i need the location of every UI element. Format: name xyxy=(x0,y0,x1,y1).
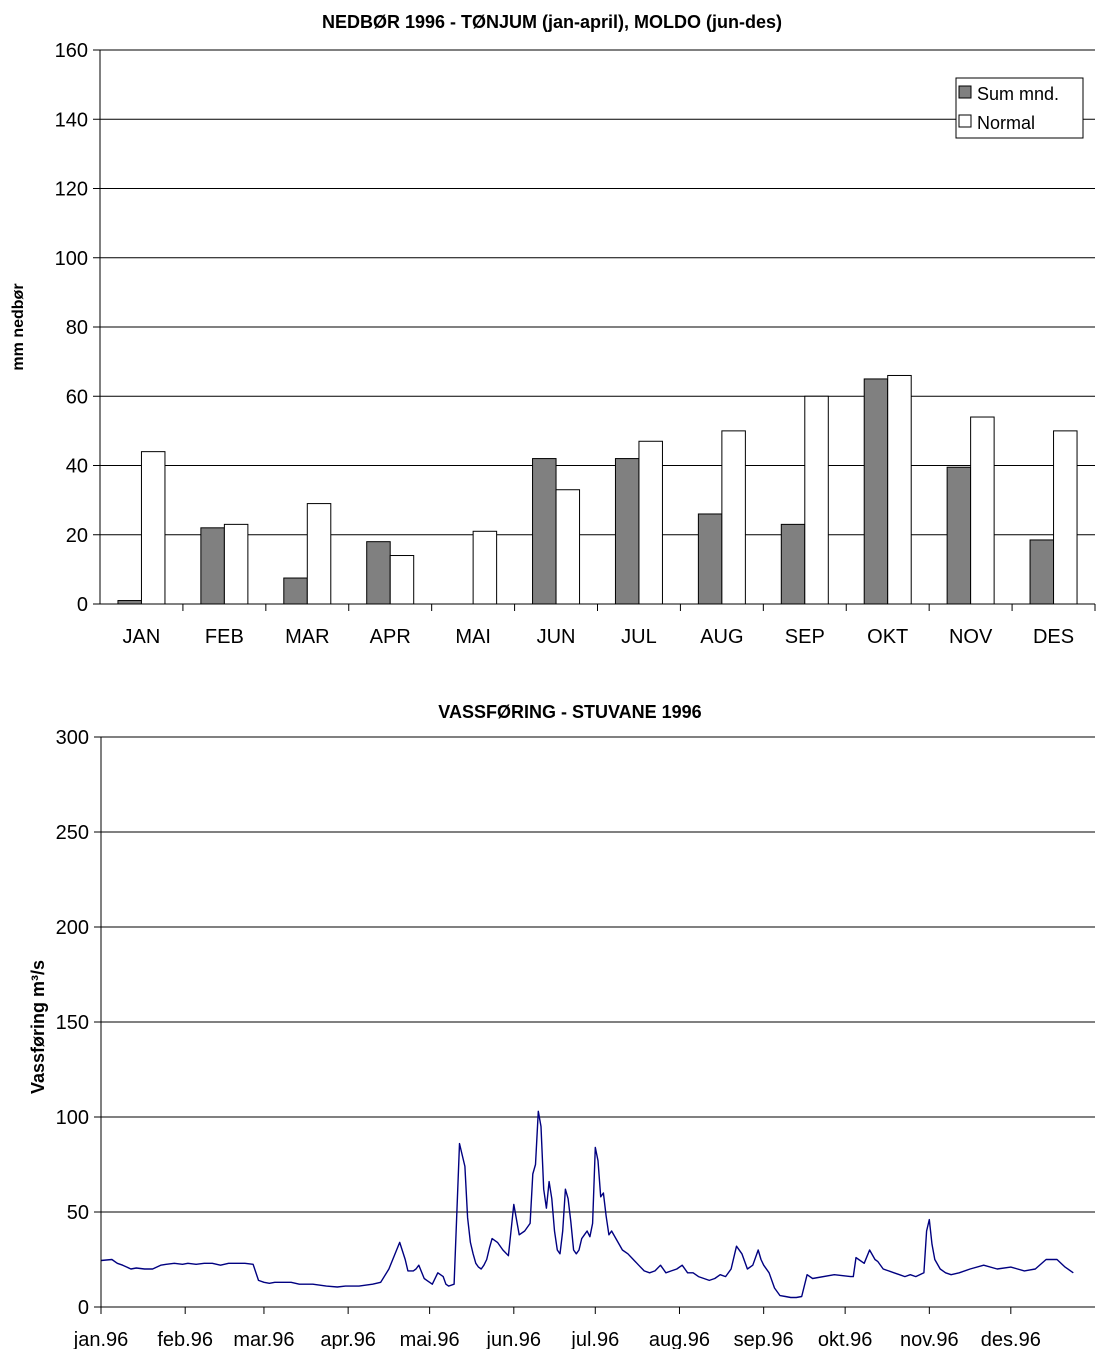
legend-box xyxy=(955,77,1084,139)
chart2-x-tick-label: okt.96 xyxy=(818,1329,872,1349)
chart2-title: VASSFØRING - STUVANE 1996 xyxy=(438,702,701,722)
chart1-y-tick-label: 40 xyxy=(66,456,88,478)
bar-normal xyxy=(887,374,912,605)
bar-sum-mnd xyxy=(283,577,308,605)
discharge-series-line xyxy=(100,1110,1074,1299)
bar-sum-mnd xyxy=(532,458,557,605)
chart2-x-tick-label: nov.96 xyxy=(900,1329,959,1349)
chart1-y-tick-label: 160 xyxy=(55,40,88,62)
chart1-y-tick-label: 60 xyxy=(66,386,88,408)
chart1-x-tick-labels: JAN FEB MAR APR MAI JUN JUL AUG SEP OKT NOV DES xyxy=(123,626,1075,648)
bar-sum-mnd xyxy=(117,600,142,605)
chart1-x-tick-label: MAR xyxy=(285,626,329,648)
legend-label-normal: Normal xyxy=(977,113,1035,133)
chart2-axes xyxy=(94,736,1095,1314)
chart1-x-tick-label: NOV xyxy=(949,626,993,648)
chart1-legend: Sum mnd. Normal xyxy=(955,77,1084,139)
chart2-x-tick-label: jun.96 xyxy=(486,1329,542,1349)
chart2-x-tick-label: mar.96 xyxy=(233,1329,294,1349)
chart1-x-tick-label: JUL xyxy=(621,626,657,648)
chart1-title: NEDBØR 1996 - TØNJUM (jan-april), MOLDO … xyxy=(322,12,782,32)
legend-swatch-sum xyxy=(958,85,972,99)
bar-normal xyxy=(638,440,663,605)
bar-normal xyxy=(555,489,581,605)
bar-sum-mnd xyxy=(1029,539,1055,605)
bar-sum-mnd xyxy=(863,378,889,605)
chart2-x-tick-label: jan.96 xyxy=(73,1329,129,1349)
chart1-y-axis-label: mm nedbør xyxy=(10,283,27,370)
chart2-y-tick-label: 50 xyxy=(67,1202,89,1224)
chart1-y-tick-labels: 0 20 40 60 80 100 120 140 160 xyxy=(55,40,88,616)
chart1-bars xyxy=(117,374,1078,605)
chart1-x-tick-label: OKT xyxy=(867,626,908,648)
chart2-y-tick-label: 150 xyxy=(56,1012,89,1034)
chart1-y-tick-label: 100 xyxy=(55,248,88,270)
chart1-axes xyxy=(93,49,1096,611)
discharge-chart: VASSFØRING - STUVANE 1996 Vassføring m³/… xyxy=(28,702,1095,1351)
bar-normal xyxy=(472,530,498,605)
bar-normal xyxy=(389,555,415,605)
chart2-x-tick-label: apr.96 xyxy=(320,1329,376,1349)
chart1-x-tick-label: MAI xyxy=(455,626,491,648)
chart1-x-tick-label: JUN xyxy=(537,626,576,648)
chart1-y-tick-label: 20 xyxy=(66,525,88,547)
chart2-x-tick-label: jul.96 xyxy=(570,1329,619,1349)
bar-sum-mnd xyxy=(780,523,806,605)
chart2-y-tick-label: 300 xyxy=(56,727,89,749)
bar-normal xyxy=(1053,430,1078,605)
legend-swatch-normal xyxy=(958,114,972,128)
bar-sum-mnd xyxy=(946,466,972,605)
legend-label-sum: Sum mnd. xyxy=(977,84,1059,104)
bar-normal xyxy=(721,430,746,605)
precipitation-chart: NEDBØR 1996 - TØNJUM (jan-april), MOLDO … xyxy=(10,12,1096,648)
chart2-y-tick-label: 0 xyxy=(78,1297,89,1319)
chart2-gridlines xyxy=(101,736,1095,1213)
bar-sum-mnd xyxy=(366,541,391,605)
chart2-y-axis-label: Vassføring m³/s xyxy=(28,960,48,1094)
chart2-x-tick-label: sep.96 xyxy=(734,1329,794,1349)
chart1-y-tick-label: 80 xyxy=(66,317,88,339)
chart1-gridlines xyxy=(100,49,1095,536)
bar-normal xyxy=(223,523,249,605)
bar-sum-mnd xyxy=(200,527,225,605)
chart2-y-tick-labels: 0 50 100 150 200 250 300 xyxy=(56,727,89,1319)
chart2-x-tick-labels: jan.96 feb.96 mar.96 apr.96 mai.96 jun.96 jul.… xyxy=(73,1329,1041,1351)
chart1-y-tick-label: 120 xyxy=(55,179,88,201)
chart2-x-tick-label: mai.96 xyxy=(400,1329,460,1349)
chart1-x-tick-label: DES xyxy=(1033,626,1074,648)
chart2-y-tick-label: 250 xyxy=(56,822,89,844)
chart2-y-tick-label: 100 xyxy=(56,1107,89,1129)
bar-normal xyxy=(306,503,332,605)
chart1-x-tick-label: JAN xyxy=(123,626,161,648)
bar-normal xyxy=(804,395,829,605)
bar-sum-mnd xyxy=(614,458,640,605)
chart1-x-tick-label: APR xyxy=(370,626,411,648)
bar-normal xyxy=(140,451,166,605)
chart1-x-tick-label: AUG xyxy=(700,626,743,648)
chart1-y-tick-label: 140 xyxy=(55,109,88,131)
chart1-y-tick-label: 0 xyxy=(77,594,88,616)
chart2-x-tick-label: aug.96 xyxy=(649,1329,710,1349)
chart2-line xyxy=(100,1110,1074,1299)
bar-sum-mnd xyxy=(697,513,723,605)
bar-normal xyxy=(970,416,995,605)
chart1-x-tick-label: FEB xyxy=(205,626,244,648)
chart2-y-tick-label: 200 xyxy=(56,917,89,939)
chart2-x-tick-label: des.96 xyxy=(981,1329,1041,1349)
chart1-x-tick-label: SEP xyxy=(785,626,825,648)
chart2-x-tick-label: feb.96 xyxy=(157,1329,213,1349)
